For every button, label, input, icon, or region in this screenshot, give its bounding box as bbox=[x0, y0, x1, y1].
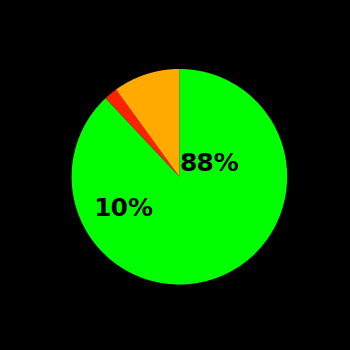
Text: 10%: 10% bbox=[93, 197, 153, 221]
Wedge shape bbox=[116, 69, 180, 177]
Wedge shape bbox=[106, 90, 179, 177]
Wedge shape bbox=[72, 69, 287, 285]
Text: 88%: 88% bbox=[180, 152, 239, 176]
